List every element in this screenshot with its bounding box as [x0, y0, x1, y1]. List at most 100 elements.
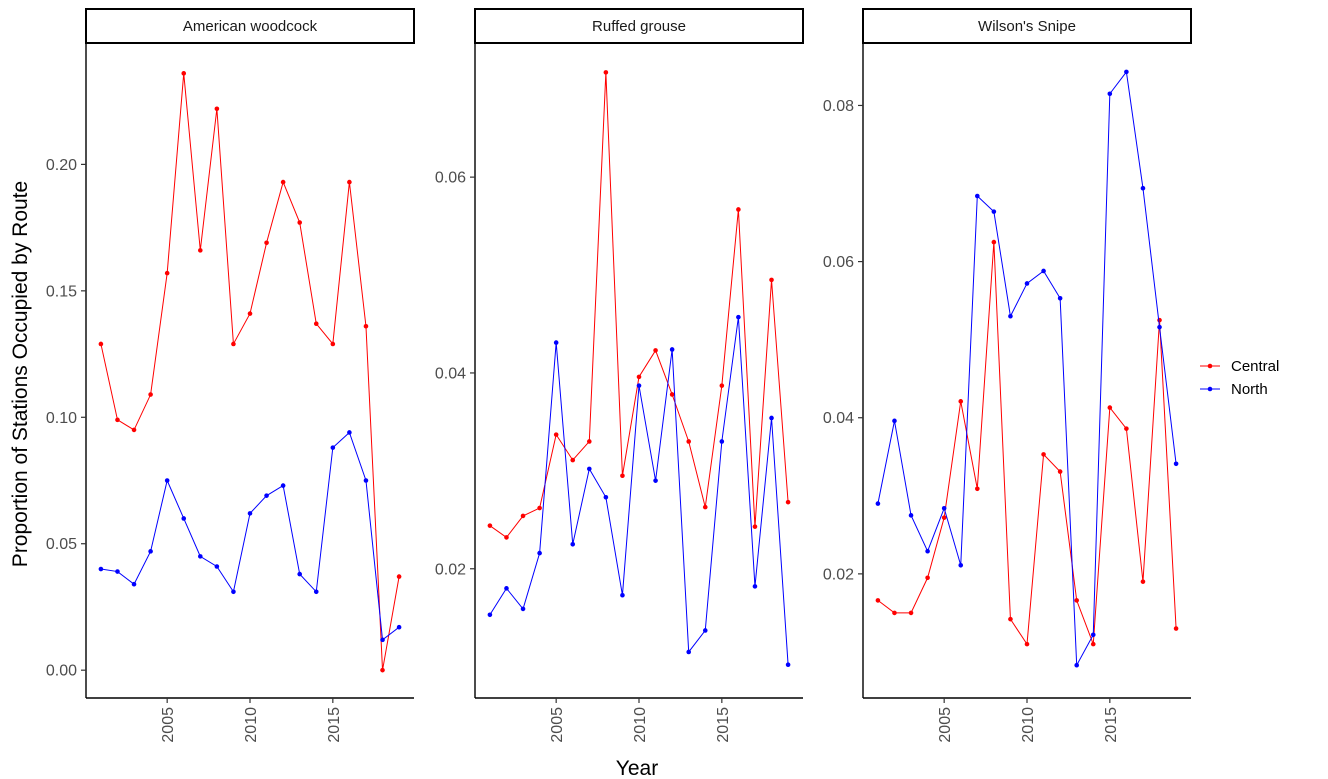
legend: Central North: [1200, 358, 1279, 398]
data-point-central: [1041, 452, 1046, 457]
facet-panel: American woodcock 0.00 0.05 0.10 0.15 0.20 200…: [46, 8, 415, 743]
data-point-central: [347, 179, 352, 185]
y-tick-label: 0.04: [823, 410, 854, 427]
y-tick-label: 0.06: [823, 254, 854, 271]
data-point-north: [264, 493, 269, 498]
data-point-central: [504, 535, 509, 540]
data-point-north: [247, 511, 253, 516]
data-point-north: [1140, 185, 1146, 191]
y-tick-label: 0.00: [46, 663, 77, 680]
data-point-central: [264, 240, 269, 246]
data-point-north: [115, 569, 120, 574]
legend-key-point: [1207, 386, 1213, 392]
data-point-central: [537, 505, 542, 511]
data-point-central: [975, 486, 980, 492]
data-point-north: [231, 589, 236, 595]
data-point-north: [537, 550, 542, 556]
data-point-central: [247, 311, 253, 316]
y-tick-label: 0.20: [46, 157, 77, 174]
facet-strip: [474, 8, 804, 44]
facet-strip-label: American woodcock: [183, 18, 318, 35]
y-axis-title: Proportion of Stations Occupied by Route: [9, 181, 32, 567]
data-point-central: [131, 427, 137, 433]
facet-panel: Ruffed grouse 0.02 0.04 0.06 2005 2010 2015: [435, 8, 804, 743]
data-point-north: [686, 649, 691, 655]
data-point-north: [1041, 268, 1046, 274]
data-point-north: [1107, 91, 1113, 97]
data-point-north: [991, 209, 997, 214]
data-point-central: [1173, 626, 1179, 631]
data-point-north: [380, 637, 385, 643]
data-point-north: [636, 383, 642, 388]
data-point-central: [958, 399, 964, 404]
facet-strip: [862, 8, 1192, 44]
x-tick-label: 2010: [632, 707, 649, 743]
data-point-north: [520, 606, 526, 612]
data-point-central: [553, 432, 559, 437]
data-point-central: [991, 239, 997, 245]
data-point-central: [875, 598, 881, 603]
data-point-north: [553, 340, 559, 345]
data-point-north: [396, 624, 402, 630]
data-point-north: [975, 193, 980, 199]
facet-panels: American woodcock 0.00 0.05 0.10 0.15 0.20 200…: [46, 8, 1192, 743]
data-point-central: [396, 574, 402, 579]
data-point-north: [1008, 313, 1013, 319]
data-point-central: [487, 523, 493, 528]
data-point-central: [892, 610, 897, 616]
data-point-north: [669, 347, 675, 352]
data-point-central: [587, 439, 592, 444]
data-point-central: [214, 106, 220, 112]
data-point-central: [752, 524, 758, 529]
data-point-central: [636, 374, 642, 380]
data-point-north: [570, 541, 576, 547]
data-point-north: [297, 571, 302, 577]
data-point-central: [520, 513, 526, 519]
data-point-north: [164, 478, 170, 483]
data-point-north: [719, 439, 725, 444]
data-point-north: [1024, 281, 1030, 286]
data-point-north: [214, 564, 220, 569]
data-point-central: [570, 457, 576, 463]
data-point-central: [1057, 469, 1063, 474]
data-point-central: [1107, 405, 1113, 410]
data-point-north: [313, 589, 319, 595]
y-tick-label: 0.05: [46, 536, 77, 553]
data-point-north: [925, 548, 930, 554]
data-point-north: [181, 516, 187, 521]
data-point-central: [1074, 598, 1079, 603]
x-tick-label: 2010: [1020, 707, 1037, 743]
data-point-north: [785, 662, 791, 668]
data-point-north: [1090, 632, 1096, 638]
legend-label: Central: [1231, 358, 1279, 375]
data-point-north: [653, 478, 658, 483]
series-line-north: [489, 317, 789, 665]
data-point-north: [1173, 461, 1179, 467]
data-point-central: [115, 417, 120, 423]
data-point-central: [736, 207, 741, 212]
x-axis-title: Year: [616, 757, 658, 779]
y-tick-label: 0.15: [46, 283, 77, 300]
data-point-central: [198, 248, 203, 253]
series-line-north: [100, 431, 400, 641]
data-point-central: [908, 610, 914, 616]
y-tick-label: 0.06: [435, 170, 466, 187]
data-point-north: [363, 478, 369, 483]
y-tick-label: 0.04: [435, 365, 466, 382]
x-tick-label: 2015: [1103, 707, 1120, 743]
data-point-north: [1074, 662, 1079, 668]
x-tick-label: 2015: [715, 707, 732, 743]
data-point-central: [98, 341, 104, 347]
data-point-central: [280, 179, 286, 185]
series-line-central: [877, 242, 1177, 646]
x-tick-label: 2005: [549, 707, 566, 743]
data-point-central: [164, 270, 170, 276]
y-tick-label: 0.02: [823, 566, 854, 583]
data-point-north: [941, 505, 947, 511]
data-point-central: [330, 341, 336, 347]
data-point-north: [736, 314, 741, 320]
y-tick-label: 0.02: [435, 561, 466, 578]
data-point-central: [669, 392, 675, 397]
data-point-north: [1057, 295, 1063, 301]
